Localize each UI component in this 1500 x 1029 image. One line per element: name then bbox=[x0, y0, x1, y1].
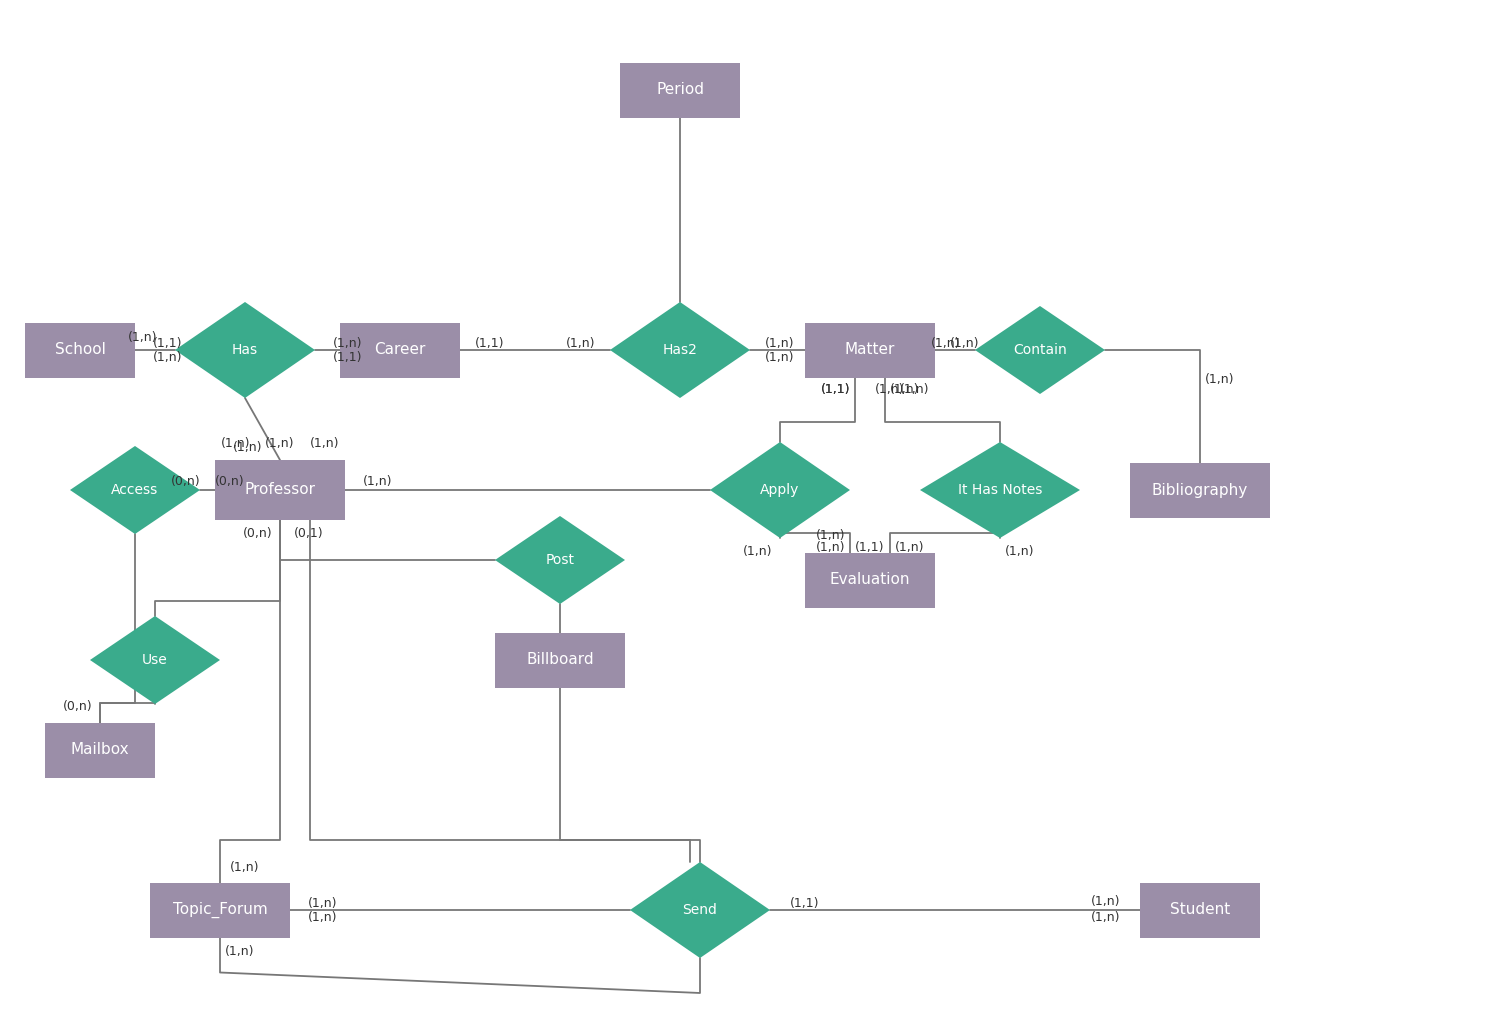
Text: Professor: Professor bbox=[244, 483, 315, 497]
Text: Mailbox: Mailbox bbox=[70, 743, 129, 757]
Polygon shape bbox=[90, 616, 220, 704]
FancyBboxPatch shape bbox=[340, 322, 460, 378]
Text: (0,1): (0,1) bbox=[294, 528, 324, 540]
FancyBboxPatch shape bbox=[1140, 883, 1260, 937]
Text: (1,n): (1,n) bbox=[225, 945, 255, 958]
Text: (0,n): (0,n) bbox=[214, 475, 244, 489]
Text: (1,n): (1,n) bbox=[310, 437, 339, 450]
Text: (1,n): (1,n) bbox=[950, 338, 980, 351]
Text: (1,n): (1,n) bbox=[566, 338, 596, 351]
Text: (1,n): (1,n) bbox=[1005, 545, 1035, 559]
Text: (0,n): (0,n) bbox=[171, 475, 200, 489]
Text: Has: Has bbox=[232, 343, 258, 357]
FancyBboxPatch shape bbox=[214, 460, 345, 520]
Text: School: School bbox=[54, 343, 105, 357]
Text: Period: Period bbox=[656, 82, 704, 98]
Text: Student: Student bbox=[1170, 902, 1230, 918]
Polygon shape bbox=[920, 442, 1080, 538]
Polygon shape bbox=[70, 446, 200, 534]
Text: (1,n): (1,n) bbox=[874, 383, 904, 396]
Text: (1,n): (1,n) bbox=[816, 530, 844, 542]
Text: (1,1): (1,1) bbox=[333, 352, 363, 364]
Text: (1,n): (1,n) bbox=[266, 437, 294, 450]
FancyBboxPatch shape bbox=[806, 553, 934, 607]
Text: (1,n): (1,n) bbox=[1204, 374, 1234, 387]
Text: (1,1): (1,1) bbox=[821, 383, 850, 396]
Text: (1,n): (1,n) bbox=[1090, 894, 1120, 908]
Text: Post: Post bbox=[546, 553, 574, 567]
Text: Bibliography: Bibliography bbox=[1152, 483, 1248, 497]
Text: (1,n): (1,n) bbox=[1090, 911, 1120, 923]
Polygon shape bbox=[495, 516, 626, 604]
Text: Contain: Contain bbox=[1013, 343, 1066, 357]
Text: (1,1): (1,1) bbox=[153, 338, 183, 351]
Text: Billboard: Billboard bbox=[526, 652, 594, 668]
FancyBboxPatch shape bbox=[26, 322, 135, 378]
Text: Apply: Apply bbox=[760, 483, 800, 497]
Text: (1,n): (1,n) bbox=[232, 441, 262, 454]
Text: (1,n): (1,n) bbox=[765, 352, 795, 364]
Text: (1,1): (1,1) bbox=[855, 541, 885, 554]
FancyBboxPatch shape bbox=[620, 63, 740, 117]
Text: (1,n): (1,n) bbox=[230, 861, 260, 875]
FancyBboxPatch shape bbox=[150, 883, 290, 937]
Polygon shape bbox=[630, 862, 770, 958]
FancyBboxPatch shape bbox=[495, 633, 626, 687]
Text: (1,n): (1,n) bbox=[128, 331, 158, 345]
Text: Send: Send bbox=[682, 903, 717, 917]
Text: (0,n): (0,n) bbox=[63, 700, 92, 713]
Text: (1,n): (1,n) bbox=[333, 338, 363, 351]
Polygon shape bbox=[176, 301, 315, 398]
Text: Evaluation: Evaluation bbox=[830, 572, 910, 588]
Text: (1,n): (1,n) bbox=[308, 896, 338, 910]
Text: Topic_Forum: Topic_Forum bbox=[172, 901, 267, 918]
Text: (1,n): (1,n) bbox=[308, 911, 338, 923]
Text: (1,n): (1,n) bbox=[153, 352, 183, 364]
Text: Career: Career bbox=[375, 343, 426, 357]
Text: (1,n): (1,n) bbox=[890, 383, 920, 396]
FancyBboxPatch shape bbox=[1130, 462, 1270, 518]
Text: (1,n): (1,n) bbox=[765, 338, 795, 351]
Text: (1,1): (1,1) bbox=[790, 896, 819, 910]
Text: (1,n): (1,n) bbox=[930, 338, 960, 351]
Text: (1,n): (1,n) bbox=[220, 437, 251, 450]
Text: Use: Use bbox=[142, 653, 168, 667]
Text: (1,1): (1,1) bbox=[476, 338, 504, 351]
Polygon shape bbox=[975, 306, 1106, 394]
Text: (1,n): (1,n) bbox=[816, 541, 844, 554]
FancyBboxPatch shape bbox=[45, 722, 154, 778]
Text: (1,n): (1,n) bbox=[363, 475, 393, 489]
Text: (0,n): (0,n) bbox=[243, 528, 272, 540]
Text: (1,n): (1,n) bbox=[900, 383, 930, 396]
Text: Has2: Has2 bbox=[663, 343, 698, 357]
FancyBboxPatch shape bbox=[806, 322, 934, 378]
Text: It Has Notes: It Has Notes bbox=[958, 483, 1042, 497]
Text: (1,n): (1,n) bbox=[896, 541, 924, 554]
Text: Matter: Matter bbox=[844, 343, 895, 357]
Polygon shape bbox=[710, 442, 850, 538]
Text: (1,n): (1,n) bbox=[742, 545, 772, 559]
Text: (1,1): (1,1) bbox=[821, 383, 850, 396]
Polygon shape bbox=[610, 301, 750, 398]
Text: Access: Access bbox=[111, 483, 159, 497]
